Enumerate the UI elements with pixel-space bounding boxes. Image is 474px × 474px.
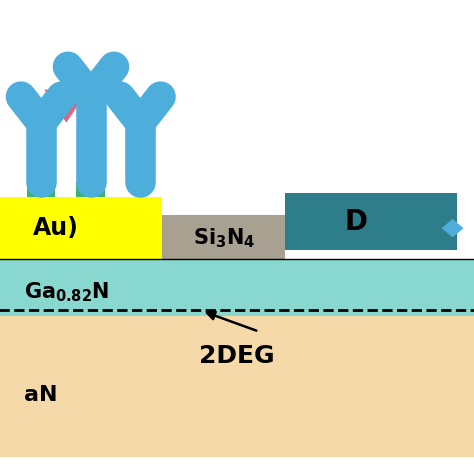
Text: 2DEG: 2DEG bbox=[199, 344, 275, 368]
Text: D: D bbox=[344, 208, 367, 236]
Bar bbox=[0, 316, 474, 457]
Text: $\bf{Si_3N_4}$: $\bf{Si_3N_4}$ bbox=[192, 227, 255, 250]
Text: aN: aN bbox=[24, 385, 57, 405]
Polygon shape bbox=[442, 219, 464, 237]
Bar bbox=[27, 182, 55, 197]
Polygon shape bbox=[45, 90, 88, 123]
Bar bbox=[0, 197, 162, 259]
Text: Au): Au) bbox=[32, 216, 78, 240]
Bar bbox=[162, 215, 285, 259]
Bar bbox=[0, 259, 474, 316]
Bar bbox=[285, 193, 457, 250]
Text: $\bf{Ga_{0.82}N}$: $\bf{Ga_{0.82}N}$ bbox=[24, 280, 109, 304]
Bar bbox=[76, 182, 105, 197]
